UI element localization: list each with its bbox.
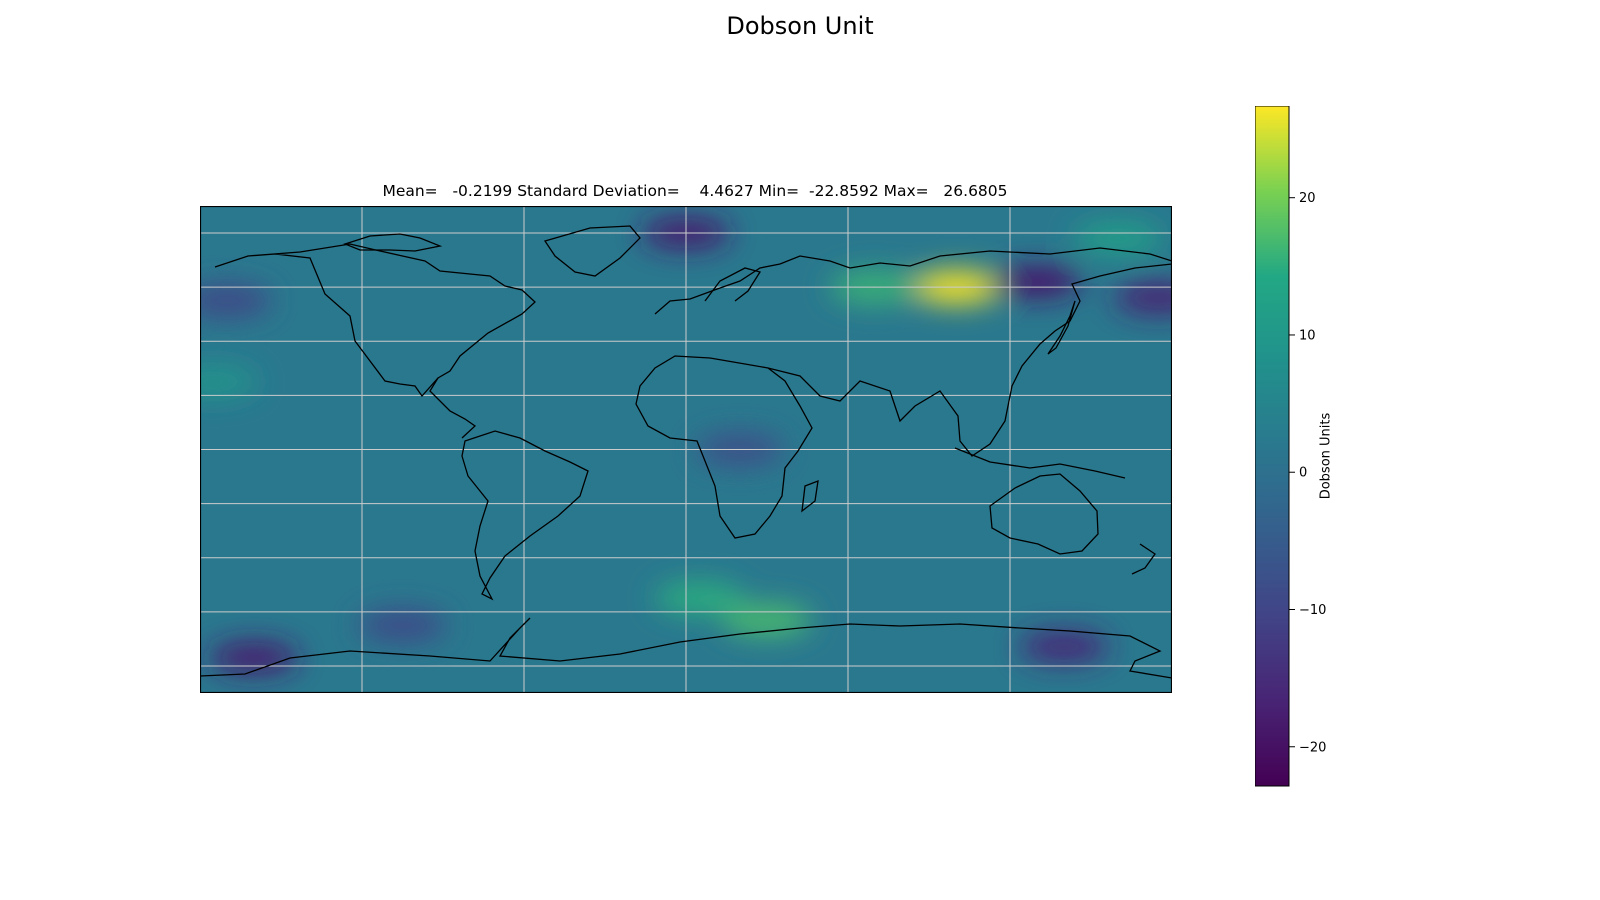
coastline-europe: [654, 247, 1172, 315]
colorbar-gradient: [1255, 106, 1290, 787]
anomaly-blob: [209, 641, 299, 674]
colorbar: 20 10 0 −10 −20: [1255, 106, 1326, 787]
coastline-japan: [1047, 300, 1076, 355]
anomaly-blob: [1019, 631, 1109, 664]
anomaly-blob: [357, 609, 448, 642]
coastline-scandinavia: [704, 267, 762, 302]
coastline-asia: [767, 263, 1172, 457]
colorbar-tick-label: 20: [1299, 191, 1316, 206]
coastline-north-america: [214, 243, 536, 398]
anomaly-blob: [200, 365, 259, 398]
colorbar-tick-label: 0: [1299, 466, 1307, 481]
coastline-africa: [635, 355, 813, 539]
colorbar-tick-label: 10: [1299, 328, 1316, 343]
coastline-arctic-islands: [343, 233, 443, 252]
coastline-south-america: [461, 430, 589, 601]
colorbar-label: Dobson Units: [1318, 412, 1334, 500]
anomaly-blob: [992, 265, 1082, 298]
coastline-antarctica: [200, 617, 1172, 679]
coastline-central-america: [429, 377, 477, 439]
colorbar-tick-label: −10: [1299, 603, 1326, 618]
anomaly-blob: [654, 582, 745, 615]
coastline-indonesia: [954, 447, 1126, 479]
anomaly-blob: [200, 284, 272, 317]
ozone-map: [200, 206, 1172, 693]
map-frame: [200, 206, 1172, 693]
coastline-greenland: [543, 225, 641, 277]
statistics-subtitle: Mean= -0.2199 Standard Deviation= 4.4627…: [382, 182, 1008, 200]
coastline-madagascar: [801, 479, 819, 513]
coastline-australia: [989, 473, 1099, 555]
anomaly-blob: [1073, 222, 1163, 255]
colorbar-tick-label: −20: [1299, 740, 1326, 755]
figure-title: Dobson Unit: [726, 12, 874, 40]
anomaly-blob: [1113, 281, 1172, 314]
coastline-new-zealand: [1131, 543, 1156, 575]
coastlines: [200, 225, 1172, 679]
